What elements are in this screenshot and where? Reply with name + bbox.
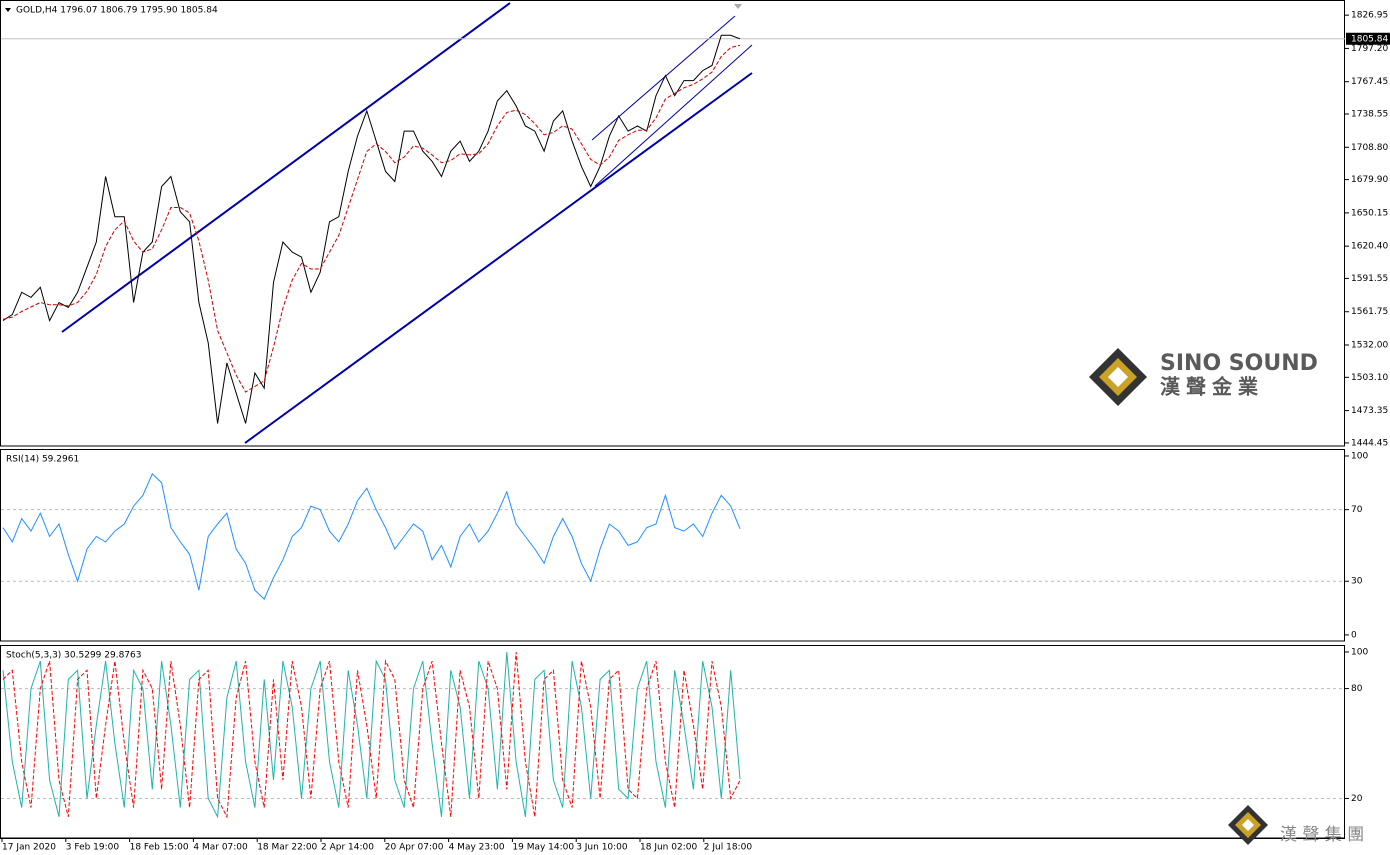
trend-lines xyxy=(61,2,753,444)
menu-arrow[interactable] xyxy=(5,8,11,12)
channel-line xyxy=(594,44,753,187)
channel-line xyxy=(591,15,736,141)
series-line xyxy=(2,34,741,424)
rsi-panel xyxy=(0,449,1345,642)
logo-diamond xyxy=(1108,367,1128,387)
y-tick-label: 1708.80 xyxy=(1351,143,1388,153)
y-tick-label: 30 xyxy=(1351,577,1363,587)
trend-line xyxy=(61,2,511,333)
y-tick-label: 1767.45 xyxy=(1351,77,1388,87)
x-tick-label: 2 Jul 18:00 xyxy=(704,843,753,853)
logo-name: SINO SOUND xyxy=(1160,351,1318,376)
shift-marker xyxy=(734,4,742,9)
x-tick-label: 2 Apr 14:00 xyxy=(321,843,374,853)
x-tick-label: 19 May 14:00 xyxy=(512,843,574,853)
x-tick-label: 4 Mar 07:00 xyxy=(193,843,248,853)
logo-chinese: 漢聲金業 xyxy=(1160,375,1264,399)
y-tick-label: 1473.35 xyxy=(1351,406,1388,416)
last-price-label: 1805.84 xyxy=(1351,34,1388,44)
x-tick-label: 3 Jun 10:00 xyxy=(576,843,628,853)
panel-title: RSI(14) 59.2961 xyxy=(6,455,79,465)
watermark-text: 漢 聲 集 團 xyxy=(1280,825,1364,845)
series-line xyxy=(2,651,741,819)
y-tick-label: 1620.40 xyxy=(1351,242,1388,252)
series-line xyxy=(2,473,741,600)
x-tick-label: 20 Apr 07:00 xyxy=(385,843,444,853)
y-tick-label: 100 xyxy=(1351,647,1368,657)
trend-line xyxy=(244,72,753,444)
y-tick-label: 1738.55 xyxy=(1351,110,1388,120)
x-tick-label: 18 Jun 02:00 xyxy=(640,843,697,853)
y-tick-label: 1532.00 xyxy=(1351,341,1388,351)
y-tick-label: 1797.20 xyxy=(1351,44,1388,54)
x-tick-label: 4 May 23:00 xyxy=(449,843,505,853)
y-tick-label: 1826.95 xyxy=(1351,11,1388,21)
panel-title: Stoch(5,3,3) 30.5299 29.8763 xyxy=(6,651,141,661)
y-tick-label: 1561.75 xyxy=(1351,307,1388,317)
y-tick-label: 0 xyxy=(1351,630,1357,640)
x-tick-label: 17 Jan 2020 xyxy=(2,843,56,853)
y-tick-label: 70 xyxy=(1351,505,1363,515)
watermark: 漢 聲 集 團 xyxy=(1228,805,1364,845)
y-tick-label: 1503.10 xyxy=(1351,373,1388,383)
y-tick-label: 1679.90 xyxy=(1351,175,1388,185)
main-panel xyxy=(0,0,1345,447)
logo: SINO SOUND 漢聲金業 xyxy=(1089,348,1318,406)
y-tick-label: 100 xyxy=(1351,451,1368,461)
y-tick-label: 1444.45 xyxy=(1351,438,1388,448)
logo-diamond xyxy=(1242,819,1254,831)
series-line xyxy=(2,44,741,393)
y-tick-label: 1650.15 xyxy=(1351,208,1388,218)
x-tick-label: 3 Feb 19:00 xyxy=(66,843,120,853)
panel-title: GOLD,H4 1796.07 1806.79 1795.90 1805.84 xyxy=(16,6,218,16)
x-tick-label: 18 Mar 22:00 xyxy=(257,843,317,853)
last-price-box xyxy=(1346,32,1390,45)
x-tick-label: 18 Feb 15:00 xyxy=(130,843,189,853)
y-tick-label: 80 xyxy=(1351,684,1363,694)
series-line xyxy=(2,651,741,819)
y-tick-label: 1591.55 xyxy=(1351,274,1388,284)
y-tick-label: 20 xyxy=(1351,794,1363,804)
